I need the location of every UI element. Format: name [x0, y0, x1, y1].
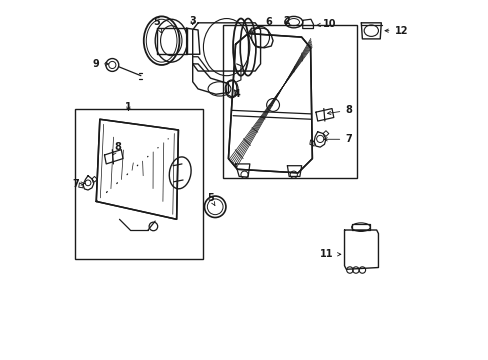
- Text: 1: 1: [125, 102, 131, 112]
- Text: 3: 3: [189, 16, 196, 26]
- Text: 6: 6: [249, 17, 272, 32]
- Bar: [75, 109, 203, 258]
- Text: 4: 4: [233, 89, 240, 99]
- Bar: [223, 24, 356, 178]
- Text: 8: 8: [112, 142, 121, 155]
- Text: 12: 12: [384, 26, 407, 36]
- Text: 5: 5: [207, 193, 215, 206]
- Text: 9: 9: [92, 59, 108, 69]
- Text: 2: 2: [283, 16, 289, 26]
- Text: 11: 11: [320, 249, 340, 259]
- Text: 7: 7: [323, 134, 351, 144]
- Text: 8: 8: [327, 105, 351, 115]
- Text: 10: 10: [316, 19, 336, 29]
- Text: 7: 7: [73, 179, 85, 189]
- Text: 5: 5: [153, 17, 161, 33]
